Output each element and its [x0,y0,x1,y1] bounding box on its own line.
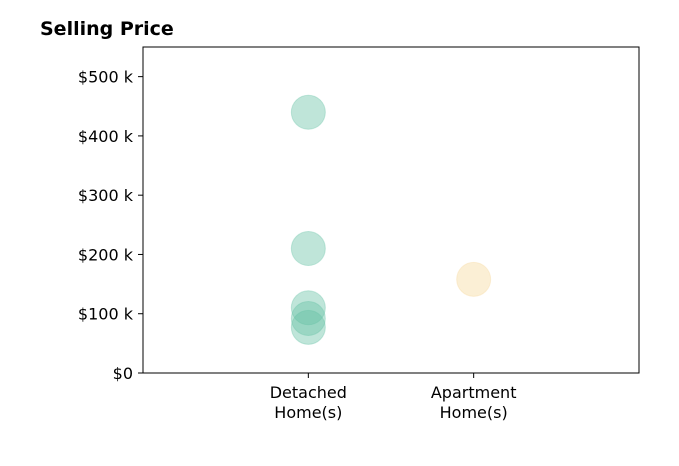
y-tick-label: $0 [113,364,133,383]
data-point [290,300,326,336]
y-tick-label: $100 k [78,305,134,324]
plot-area [142,46,640,374]
y-tick-label: $400 k [78,127,134,146]
x-axis: Detached Home(s) Apartment Home(s) [270,373,517,422]
data-point [290,290,326,326]
data-point [290,309,326,345]
chart-title: Selling Price [40,18,174,40]
data-point [290,94,326,130]
y-tick-label: $200 k [78,245,134,264]
y-tick-label: $500 k [78,68,134,87]
data-point [456,261,492,297]
y-axis: $0 $100 k $200 k $300 k $400 k $500 k [78,68,143,383]
y-tick-label: $300 k [78,186,134,205]
x-tick-label: Detached Home(s) [270,383,347,422]
data-points [290,94,492,345]
x-tick-label: Apartment Home(s) [431,383,517,422]
data-point [290,231,326,267]
